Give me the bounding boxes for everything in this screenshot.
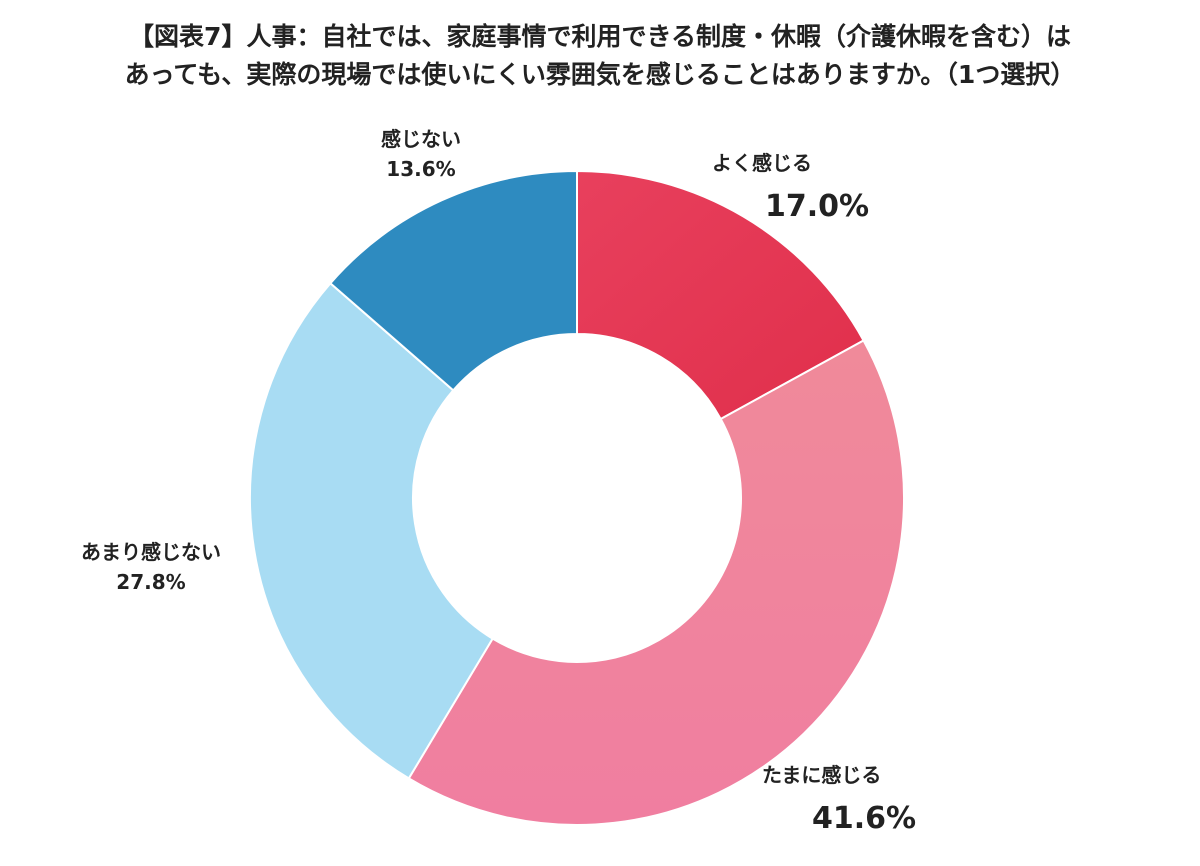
slice-label-kanjinai: 感じない: [381, 127, 461, 151]
donut-slices: [249, 169, 905, 826]
chart-title-line-2: あっても、実際の現場では使いにくい雰囲気を感じることはありますか。（1つ選択）: [124, 60, 1076, 89]
slice-yoku-kanjiru: [576, 169, 865, 421]
slice-tamani-kanjiru: [407, 339, 905, 826]
slice-value-kanjinai: 13.6%: [386, 157, 455, 181]
slice-value-yoku-kanjiru: 17.0%: [765, 189, 869, 224]
chart-title-line-1: 【図表7】人事：自社では、家庭事情で利用できる制度・休暇（介護休暇を含む）は: [129, 22, 1071, 51]
slice-value-amari-kanjinai: 27.8%: [116, 570, 185, 594]
slice-label-yoku-kanjiru: よく感じる: [712, 151, 812, 175]
slice-label-tamani-kanjiru: たまに感じる: [762, 763, 881, 787]
slice-label-amari-kanjinai: あまり感じない: [81, 540, 221, 564]
slice-value-tamani-kanjiru: 41.6%: [812, 801, 916, 836]
slice-kanjinai: [328, 169, 578, 392]
slice-amari-kanjinai: [249, 281, 495, 780]
slice-labels: よく感じる 17.0% たまに感じる 41.6% あまり感じない 27.8% 感…: [81, 127, 916, 836]
